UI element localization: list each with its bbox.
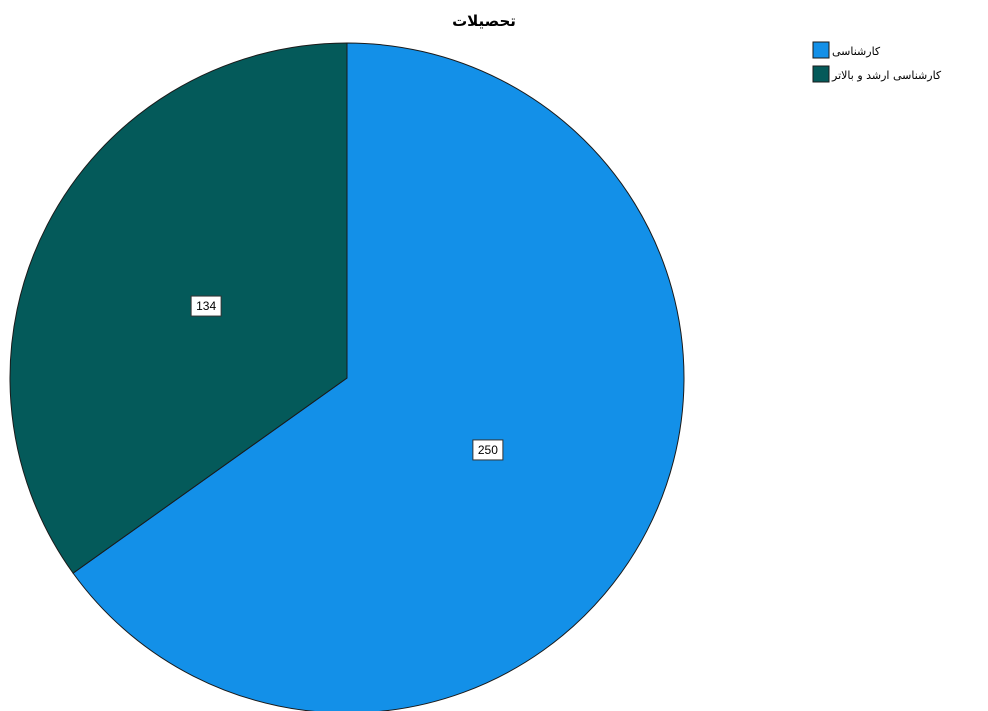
data-label-text: 250 bbox=[478, 443, 498, 457]
pie-slice-2 bbox=[9, 42, 348, 574]
data-label-text: 134 bbox=[196, 299, 216, 313]
data-label-1: 250 bbox=[472, 439, 504, 461]
legend-swatch bbox=[812, 41, 830, 59]
data-label-2: 134 bbox=[190, 295, 222, 317]
legend: کارشناسی کارشناسی ارشد و بالاتر bbox=[812, 41, 942, 83]
legend-item-1: کارشناسی bbox=[812, 41, 881, 59]
data-labels: 250 134 bbox=[190, 295, 504, 461]
data-label-box bbox=[190, 295, 222, 317]
chart-title: تحصیلات bbox=[452, 12, 516, 30]
data-label-box bbox=[472, 439, 504, 461]
pie-slices bbox=[9, 42, 685, 711]
legend-item-2: کارشناسی ارشد و بالاتر bbox=[812, 65, 942, 83]
legend-swatch bbox=[812, 65, 830, 83]
pie-slice-1 bbox=[72, 42, 685, 711]
legend-label: کارشناسی ارشد و بالاتر bbox=[831, 69, 942, 82]
legend-label: کارشناسی bbox=[832, 45, 881, 58]
